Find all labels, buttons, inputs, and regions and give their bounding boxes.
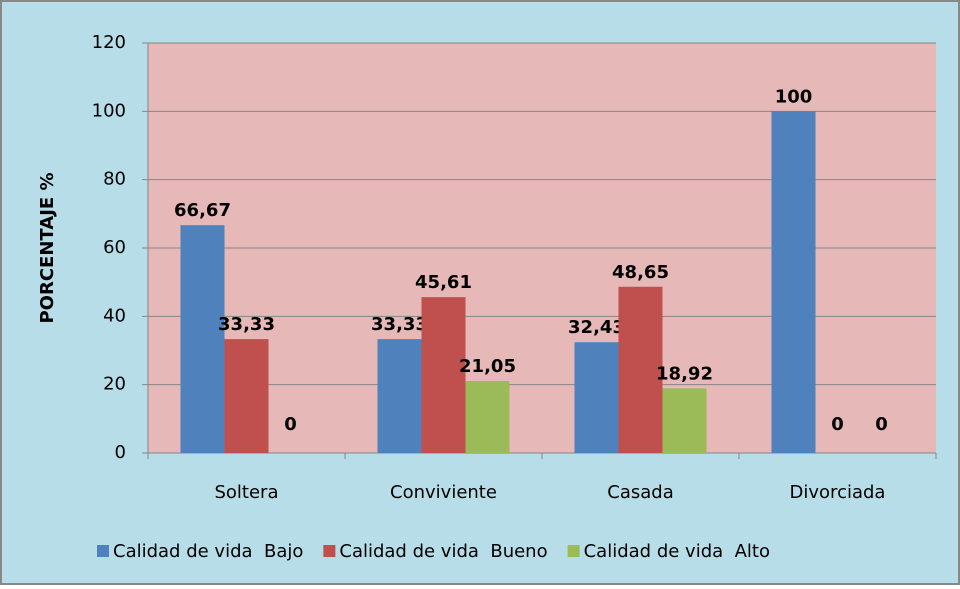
y-tick-label: 100: [92, 100, 126, 121]
data-label: 45,61: [415, 272, 472, 293]
legend-swatch: [323, 545, 336, 557]
bar: [224, 339, 269, 453]
y-tick-label: 0: [115, 442, 126, 463]
data-label: 0: [875, 414, 888, 435]
y-tick-label: 120: [92, 32, 126, 53]
bar: [465, 381, 510, 453]
bar: [771, 111, 816, 453]
bar: [421, 297, 466, 453]
legend-label: Calidad de vida Bajo: [113, 541, 303, 562]
legend-swatch: [97, 545, 109, 557]
data-label: 66,67: [174, 200, 231, 221]
data-label: 21,05: [459, 356, 516, 377]
bar: [618, 286, 663, 453]
legend-label: Calidad de vida Bueno: [339, 541, 547, 562]
y-tick-label: 60: [103, 237, 126, 258]
y-tick-label: 20: [103, 374, 126, 395]
x-tick-label: Casada: [607, 482, 673, 503]
data-label: 18,92: [656, 363, 713, 384]
bar: [377, 339, 422, 453]
legend-swatch: [567, 545, 580, 557]
data-label: 32,43: [568, 317, 625, 338]
x-tick-label: Conviviente: [390, 482, 497, 503]
data-label: 33,33: [218, 314, 275, 335]
bar: [662, 388, 707, 453]
bar: [180, 225, 225, 453]
x-tick-label: Soltera: [214, 482, 278, 503]
legend-label: Calidad de vida Alto: [584, 541, 770, 562]
data-label: 100: [775, 86, 813, 107]
data-label: 0: [831, 414, 844, 435]
y-tick-label: 80: [103, 169, 126, 190]
x-tick-label: Divorciada: [790, 482, 886, 503]
data-label: 33,33: [371, 314, 428, 335]
bar: [574, 342, 619, 453]
data-label: 0: [284, 414, 297, 435]
y-axis-label: PORCENTAJE %: [37, 172, 58, 323]
y-tick-label: 40: [103, 305, 126, 326]
data-label: 48,65: [612, 262, 669, 283]
